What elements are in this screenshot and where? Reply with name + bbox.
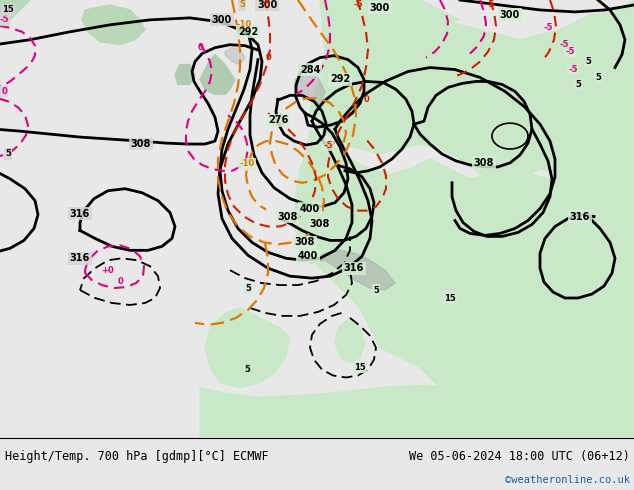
Text: 316: 316	[70, 253, 90, 263]
Text: 308: 308	[474, 158, 494, 168]
Text: 0: 0	[117, 277, 123, 286]
Text: 5: 5	[5, 149, 11, 158]
Text: -5: -5	[261, 0, 271, 9]
Text: 5: 5	[373, 286, 379, 294]
Text: 0: 0	[363, 95, 369, 104]
Text: 308: 308	[131, 139, 151, 149]
Text: 292: 292	[330, 74, 350, 84]
Text: 300: 300	[257, 0, 277, 10]
Polygon shape	[225, 48, 245, 65]
Text: 316: 316	[344, 263, 364, 273]
Text: -5: -5	[353, 0, 363, 9]
Text: 0: 0	[197, 43, 203, 52]
Text: -5: -5	[323, 141, 333, 149]
Text: 292: 292	[238, 27, 258, 37]
Text: 5: 5	[245, 284, 251, 293]
Text: 284: 284	[300, 65, 320, 74]
Text: 0: 0	[265, 53, 271, 62]
Polygon shape	[295, 72, 325, 104]
Polygon shape	[310, 0, 634, 184]
Text: 15: 15	[354, 363, 366, 372]
Text: 5: 5	[575, 80, 581, 89]
Text: 400: 400	[298, 251, 318, 261]
Polygon shape	[295, 129, 634, 437]
Text: 5: 5	[595, 73, 601, 82]
Text: +0: +0	[101, 266, 114, 275]
Polygon shape	[0, 0, 30, 20]
Text: 316: 316	[570, 212, 590, 221]
Text: We 05-06-2024 18:00 UTC (06+12): We 05-06-2024 18:00 UTC (06+12)	[409, 449, 630, 463]
Text: 308: 308	[278, 212, 298, 221]
Polygon shape	[205, 308, 290, 388]
Text: -5: -5	[566, 47, 575, 56]
Polygon shape	[82, 5, 145, 45]
Text: 276: 276	[268, 115, 288, 125]
Text: 308: 308	[295, 237, 315, 247]
Text: -5: -5	[543, 24, 553, 32]
Text: 300: 300	[370, 3, 390, 13]
Text: 0: 0	[1, 87, 7, 96]
Text: 5: 5	[244, 365, 250, 374]
Polygon shape	[335, 318, 365, 363]
Polygon shape	[310, 250, 395, 290]
Polygon shape	[200, 377, 634, 437]
Text: 316: 316	[70, 209, 90, 219]
Text: 400: 400	[300, 204, 320, 214]
Text: 5: 5	[239, 0, 245, 9]
Text: 5: 5	[585, 57, 591, 66]
Text: -5: -5	[568, 65, 578, 74]
Text: 308: 308	[310, 219, 330, 228]
Text: 300: 300	[500, 10, 520, 20]
Polygon shape	[350, 0, 460, 25]
Text: -10: -10	[240, 159, 255, 169]
Polygon shape	[175, 65, 195, 84]
Text: 15: 15	[444, 294, 456, 302]
Text: ©weatheronline.co.uk: ©weatheronline.co.uk	[505, 475, 630, 485]
Text: Height/Temp. 700 hPa [gdmp][°C] ECMWF: Height/Temp. 700 hPa [gdmp][°C] ECMWF	[5, 449, 269, 463]
Text: -5: -5	[0, 15, 9, 24]
Polygon shape	[200, 54, 235, 95]
Text: -10: -10	[236, 20, 252, 29]
Text: -5: -5	[559, 40, 569, 49]
Text: -5: -5	[485, 0, 495, 9]
Text: 300: 300	[212, 15, 232, 25]
Text: 15: 15	[2, 5, 14, 14]
